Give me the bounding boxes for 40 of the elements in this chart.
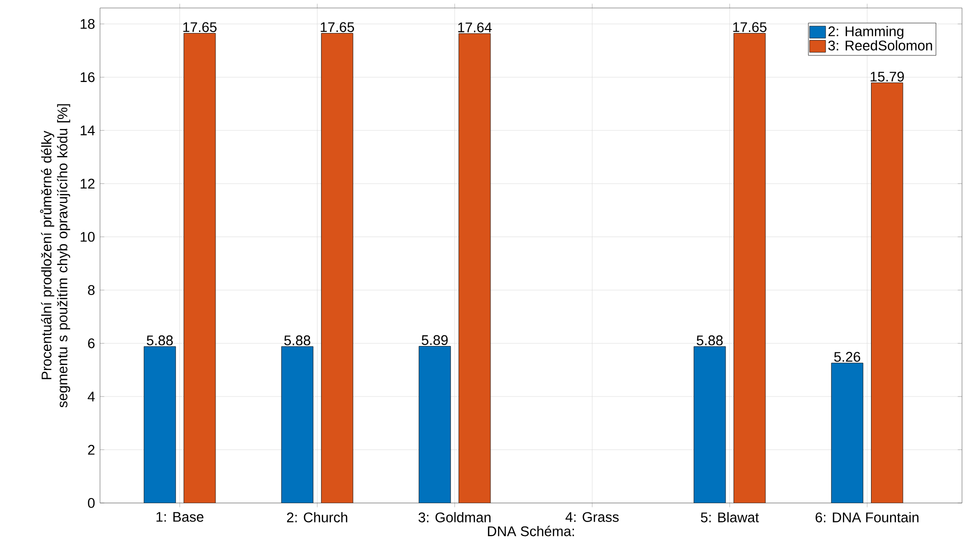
bar — [418, 346, 451, 503]
y-axis-title: Procentuální prodložení průměrné délky segmentu s použitím chyb opravujícího kódu [%] — [40, 104, 70, 408]
data-label: 5.88 — [146, 335, 173, 346]
bar — [734, 33, 766, 503]
x-tick-label: 3: Goldman — [418, 512, 490, 522]
x-axis-title: DNA Schéma: — [488, 526, 574, 536]
x-tick-label: 5: Blawat — [700, 512, 759, 522]
data-label: 5.88 — [696, 335, 723, 346]
y-tick-label: 12 — [80, 178, 94, 188]
bar — [184, 33, 216, 503]
bar — [694, 346, 726, 503]
bar — [458, 33, 491, 503]
y-tick-label: 6 — [88, 338, 95, 348]
bar — [144, 346, 176, 503]
x-tick-label: 2: Church — [287, 512, 348, 522]
legend-label: 3: ReedSolomon — [828, 40, 932, 50]
data-label: 15.79 — [870, 72, 904, 82]
x-tick-label: 4: Grass — [566, 512, 619, 522]
y-tick-label: 0 — [88, 498, 95, 508]
data-label: 17.64 — [458, 22, 492, 32]
bar — [321, 33, 354, 503]
bar — [871, 82, 904, 503]
bar — [831, 362, 864, 503]
y-tick-label: 10 — [80, 232, 95, 242]
y-tick-label: 2 — [88, 444, 94, 455]
data-label: 5.88 — [284, 335, 310, 346]
legend-label: 2: Hamming — [828, 26, 904, 40]
y-tick-label: 8 — [88, 285, 95, 296]
data-label: 17.65 — [733, 22, 766, 32]
data-label: 17.65 — [183, 22, 217, 32]
y-tick-label: 4 — [88, 392, 95, 402]
x-tick-label: 6: DNA Fountain — [816, 512, 918, 522]
y-tick-label: 18 — [80, 19, 95, 29]
y-tick-label: 14 — [80, 126, 95, 136]
data-label: 5.89 — [422, 335, 448, 346]
y-tick-label: 16 — [80, 72, 95, 82]
data-label: 5.26 — [834, 352, 860, 362]
x-tick-label: 1: Base — [156, 512, 204, 522]
bar — [281, 346, 314, 503]
data-label: 17.65 — [320, 22, 354, 32]
